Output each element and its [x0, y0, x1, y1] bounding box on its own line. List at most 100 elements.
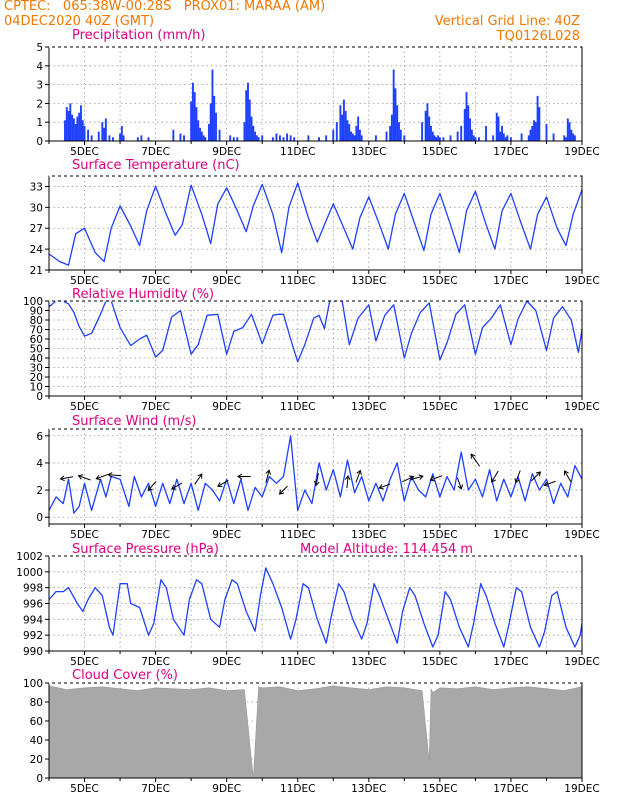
precip-bar: [339, 105, 342, 141]
precip-bar: [360, 135, 363, 141]
precip-bar: [465, 92, 468, 141]
precip-bar: [191, 82, 194, 141]
precip-bar: [399, 129, 402, 141]
precip-bar: [545, 124, 548, 141]
precip-bar: [279, 135, 281, 141]
precip-bar: [435, 137, 438, 141]
y-tick-label: 1: [36, 117, 43, 129]
precip-bar: [497, 116, 500, 141]
y-tick-label: 60: [30, 716, 43, 728]
precip-bar: [207, 124, 210, 141]
precip-bar: [136, 137, 139, 141]
precip-bar: [344, 110, 347, 141]
precip-bar: [293, 137, 296, 141]
x-tick-label: 5DEC: [70, 275, 99, 287]
x-tick-label: 9DEC: [212, 783, 241, 795]
precip-bar: [504, 137, 507, 141]
wind-arrow: [194, 473, 203, 485]
precip-bar: [492, 135, 495, 141]
precip-bar: [536, 95, 539, 141]
precip-bar: [193, 92, 196, 141]
precip-bar: [119, 133, 122, 141]
precip-bar: [392, 69, 395, 141]
precip-bar: [424, 110, 427, 141]
precip-bar: [200, 131, 203, 141]
precip-bar: [97, 131, 100, 141]
y-tick-label: 21: [30, 265, 43, 277]
precip-bar: [140, 135, 143, 141]
precip-bar: [69, 103, 72, 141]
wind-arrow: [563, 470, 572, 483]
panel-precip: 0 1 2 3 4 5 5DEC 7DEC 9DEC 11DEC 13DEC 15DEC 17DEC 19…: [36, 28, 599, 158]
precip-bar: [509, 137, 512, 141]
precip-bar: [81, 120, 84, 141]
wind-arrow: [314, 472, 320, 487]
pres-annotation: Model Altitude: 114.454 m: [300, 542, 473, 557]
x-tick-label: 9DEC: [212, 275, 241, 287]
precip-bar: [389, 125, 392, 141]
wind-arrow: [171, 482, 183, 490]
precip-bar: [433, 135, 436, 141]
precip-bar: [355, 125, 358, 141]
precip-bar: [531, 125, 534, 141]
y-tick-label: 60: [30, 334, 43, 346]
precip-bar: [563, 135, 566, 141]
precip-bar: [112, 137, 114, 141]
precip-bar: [254, 131, 257, 141]
precip-bar: [570, 129, 573, 141]
precip-bar: [248, 99, 251, 141]
x-tick-label: 15DEC: [422, 275, 457, 287]
y-tick-label: 24: [30, 244, 44, 256]
precip-bar: [257, 137, 260, 141]
precip-bar: [449, 135, 452, 141]
x-tick-label: 7DEC: [141, 529, 170, 541]
x-tick-label: 15DEC: [422, 656, 457, 668]
precip-bar: [538, 107, 541, 141]
precip-bar: [209, 103, 212, 141]
precip-bar: [204, 137, 207, 141]
precip-bar: [74, 124, 77, 141]
wind-arrow: [217, 479, 229, 487]
x-tick-label: 7DEC: [141, 146, 170, 158]
precip-bar: [426, 103, 429, 141]
x-tick-label: 9DEC: [212, 656, 241, 668]
wind-arrow: [378, 483, 391, 490]
y-tick-label: 5: [36, 42, 43, 54]
x-tick-label: 7DEC: [141, 401, 170, 413]
panel-frame: [48, 428, 583, 525]
precip-bar: [398, 122, 400, 141]
wind-arrow: [95, 473, 109, 481]
precip-bar: [122, 135, 125, 141]
x-tick-label: 7DEC: [141, 656, 170, 668]
precip-bar: [108, 135, 111, 141]
precip-bar: [529, 129, 532, 141]
x-tick-label: 13DEC: [351, 146, 386, 158]
x-tick-label: 5DEC: [70, 146, 99, 158]
x-tick-label: 11DEC: [280, 656, 315, 668]
precip-bar: [197, 120, 200, 141]
precip-bar: [470, 129, 473, 141]
panel-pres: 990 992 994 996 998 1000 1002 5DEC 7DEC 9DEC 11DEC…: [16, 542, 599, 668]
precip-bar: [250, 116, 253, 141]
x-tick-label: 9DEC: [212, 146, 241, 158]
precip-bar: [307, 135, 310, 141]
precip-bar: [80, 105, 82, 141]
precip-bar: [568, 122, 571, 141]
x-tick-label: 15DEC: [422, 401, 457, 413]
precip-bar: [286, 133, 289, 141]
x-tick-label: 19DEC: [564, 146, 599, 158]
precip-bar: [520, 133, 523, 141]
precip-bar: [428, 116, 431, 141]
x-tick-label: 5DEC: [70, 783, 99, 795]
y-tick-label: 100: [23, 296, 43, 308]
y-tick-label: 990: [23, 646, 43, 658]
precip-bar: [90, 135, 93, 141]
panel-temp: 21 24 27 30 33 5DEC 7DEC 9DEC 11DEC 13DEC 15DEC 17D…: [30, 158, 600, 287]
y-tick-label: 2: [36, 485, 43, 497]
y-tick-label: 3: [36, 80, 43, 92]
precip-bar: [358, 129, 361, 141]
y-tick-label: 40: [30, 353, 43, 365]
x-tick-label: 15DEC: [422, 146, 457, 158]
